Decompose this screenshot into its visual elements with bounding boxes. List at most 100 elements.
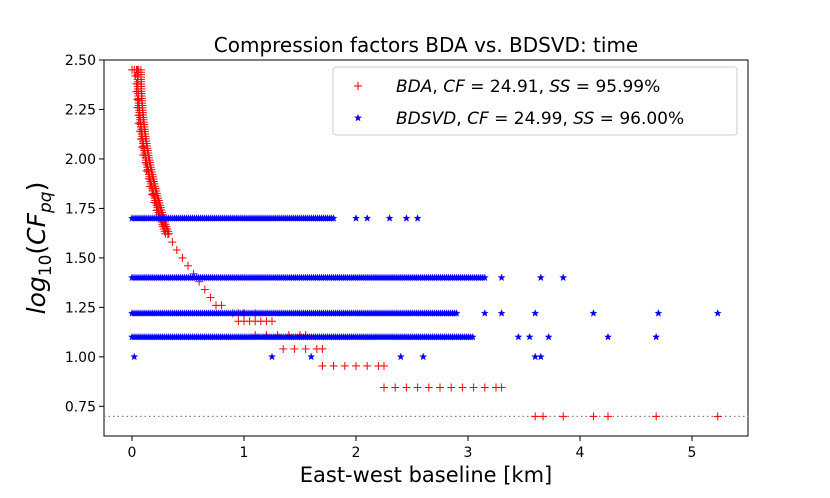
y-label-var: CF (22, 212, 51, 244)
data-point-bda (139, 150, 148, 159)
data-point-bda (424, 383, 433, 392)
legend-bda-cf-value: = 24.91 (465, 77, 539, 97)
y-label-log: log (22, 276, 51, 314)
data-point-bda (318, 361, 327, 370)
data-point-bdsvd (419, 352, 428, 361)
legend-entry-bdsvd: BDSVD, CF = 24.99, SS = 96.00% (396, 109, 684, 129)
y-label-open-paren: ( (22, 245, 51, 255)
x-tick-label: 1 (240, 445, 249, 461)
data-point-bdsvd (544, 332, 553, 341)
legend-bda-ss-value: = 95.99% (570, 77, 660, 97)
data-point-bda (402, 383, 411, 392)
legend-entry-bda: BDA, CF = 24.91, SS = 95.99% (396, 77, 660, 97)
data-point-bda (150, 198, 159, 207)
data-point-bda (413, 383, 422, 392)
y-tick-label: 1.75 (65, 201, 96, 217)
data-point-bda (134, 111, 143, 120)
data-point-bdsvd (352, 214, 360, 222)
data-point-bdsvd (396, 352, 405, 361)
y-axis-ticks: 0.75 1.00 1.25 1.50 1.75 2.00 2.25 2.50 (65, 53, 104, 415)
data-point-bda (134, 119, 143, 128)
data-point-bda (380, 361, 388, 370)
legend-marker-icon (354, 113, 362, 122)
data-point-bda (531, 412, 540, 421)
data-point-bdsvd (497, 273, 506, 282)
y-tick-label: 1.50 (65, 251, 96, 267)
data-point-bda (559, 412, 568, 421)
x-tick-label: 5 (688, 445, 697, 461)
data-point-bdsvd (480, 273, 489, 282)
data-point-bda (159, 222, 168, 231)
data-point-bda (131, 71, 140, 80)
data-point-bda (145, 182, 154, 191)
data-point-bda (135, 127, 144, 136)
legend-bda-ss-label: SS (549, 77, 570, 97)
y-tick-label: 1.25 (65, 300, 96, 316)
legend-bdsvd-ss-label: SS (573, 109, 594, 129)
x-tick-label: 2 (352, 445, 361, 461)
data-point-bda (132, 79, 141, 88)
data-point-bdsvd (654, 309, 663, 317)
data-point-bdsvd (589, 309, 598, 317)
data-point-bdsvd (497, 309, 506, 317)
data-point-bda (132, 87, 141, 96)
data-point-bdsvd (525, 332, 534, 341)
data-point-bda (352, 361, 360, 370)
data-point-bda (206, 293, 215, 302)
series-bdsvd (128, 214, 722, 361)
data-point-bda (152, 206, 161, 215)
data-point-bda (539, 412, 548, 421)
data-point-bdsvd (536, 273, 545, 282)
y-label-log-subscript: 10 (36, 255, 56, 277)
data-point-bda (136, 135, 145, 144)
y-tick-label: 2.25 (65, 102, 96, 118)
data-point-bda (447, 383, 456, 392)
data-point-bdsvd (363, 214, 372, 222)
y-tick-label: 0.75 (65, 399, 96, 415)
data-point-bdsvd (604, 332, 612, 341)
data-point-bda (133, 103, 142, 112)
data-point-bdsvd (130, 352, 139, 361)
data-point-bda (652, 412, 661, 421)
data-point-bdsvd (413, 214, 422, 222)
y-label-var-subscript: pq (36, 191, 56, 214)
legend-box (332, 66, 738, 136)
data-point-bda (469, 383, 478, 392)
data-point-bda (178, 253, 187, 262)
x-tick-label: 3 (464, 445, 473, 461)
data-point-bda (200, 285, 209, 294)
legend-bdsvd-cf-label: CF (467, 109, 489, 129)
data-point-bda (134, 65, 143, 74)
x-tick-label: 0 (128, 445, 137, 461)
data-point-bdsvd (402, 214, 411, 222)
data-point-bdsvd (652, 332, 661, 341)
x-axis-label: East-west baseline [km] (300, 463, 552, 487)
data-point-bda (148, 190, 157, 199)
data-point-bda (589, 412, 598, 421)
x-tick-label: 4 (576, 445, 585, 461)
data-point-bda (301, 344, 310, 353)
legend-bdsvd-cf-value: = 24.99 (489, 109, 563, 129)
legend-marker-bdsvd (354, 113, 362, 122)
legend-bda-name: BDA (396, 77, 432, 97)
data-point-bdsvd (468, 332, 477, 341)
data-point-bda (279, 344, 288, 353)
legend-marker-bda (354, 82, 362, 90)
data-point-bda (144, 174, 153, 183)
data-point-bdsvd (329, 214, 338, 222)
chart-title: Compression factors BDA vs. BDSVD: time (214, 33, 638, 57)
data-point-bdsvd (385, 214, 394, 222)
data-point-bdsvd (480, 309, 489, 317)
data-point-bdsvd (268, 352, 276, 361)
legend-bda-cf-label: CF (443, 77, 465, 97)
data-point-bdsvd (452, 309, 461, 317)
data-point-bda (497, 383, 506, 392)
data-point-bda (133, 95, 142, 104)
y-tick-label: 2.50 (65, 53, 96, 69)
data-point-bdsvd (531, 309, 540, 317)
data-point-bda (380, 383, 388, 392)
y-label-close-paren: ) (22, 182, 51, 192)
data-point-bda (604, 412, 612, 421)
data-point-bda (340, 361, 349, 370)
